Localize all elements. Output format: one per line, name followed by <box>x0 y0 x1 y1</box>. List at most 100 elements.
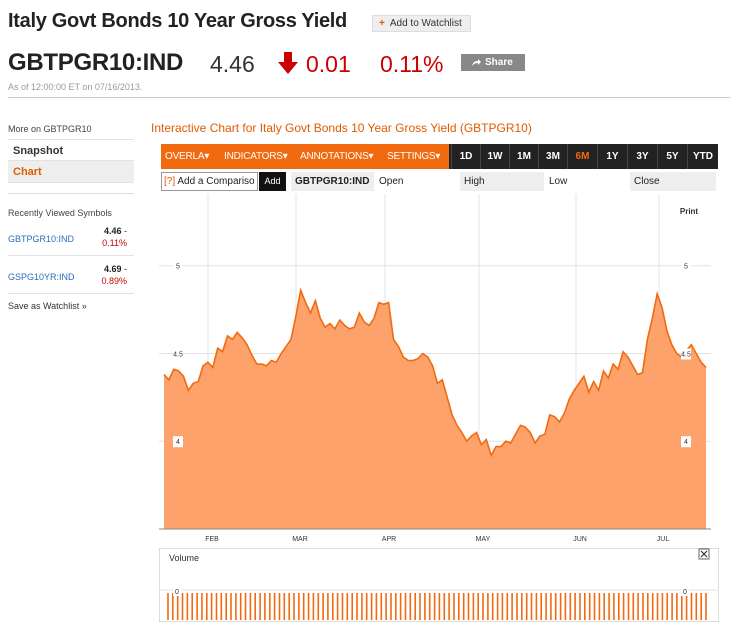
save-as-watchlist-label: Save as Watchlist <box>8 301 80 311</box>
menu-strip <box>161 144 449 169</box>
x-tick-label: MAR <box>292 536 308 543</box>
range-1w[interactable]: 1W <box>480 144 509 169</box>
x-tick-label: MAY <box>476 536 491 543</box>
x-tick-label: JUN <box>573 536 587 543</box>
recent-symbol-link[interactable]: GSPG10YR:IND <box>8 272 75 282</box>
settings-menu[interactable]: SETTINGS▾ <box>387 144 440 169</box>
header-divider <box>8 97 730 98</box>
volume-tick-box <box>173 586 181 596</box>
y-tick-label: 4.5 <box>681 351 691 358</box>
range-3y[interactable]: 3Y <box>627 144 657 169</box>
sidebar: More on GBTPGR10 Snapshot Chart Recently… <box>8 124 134 311</box>
recent-symbol-value: 4.46 - <box>104 226 127 236</box>
overlay-menu-label: OVERLA <box>165 151 205 162</box>
y-tick-box <box>681 348 691 360</box>
high-label: High <box>460 172 544 191</box>
help-icon[interactable]: [?] <box>164 176 176 187</box>
chart-toolbar: OVERLA▾ INDICATORS▾ ANNOTATIONS▾ SETTING… <box>161 144 718 169</box>
sidebar-item-snapshot[interactable]: Snapshot <box>8 139 134 161</box>
y-tick-label: 4.5 <box>173 351 183 358</box>
price-change-percent: 0.11% <box>380 51 444 77</box>
low-label: Low <box>549 176 568 187</box>
last-price: 4.46 <box>210 51 255 77</box>
settings-menu-label: SETTINGS <box>387 151 436 162</box>
compare-row: [?] Add a Compariso Add GBTPGR10:IND Ope… <box>161 172 718 191</box>
volume-chart-svg: Volume 0 0 <box>158 547 720 623</box>
price-chart[interactable]: 4 4 4.5 4.5 5 5 FEB MAR APR MAY JUN JUL Print <box>159 194 719 543</box>
share-button[interactable]: Share <box>461 54 525 71</box>
compare-placeholder: Add a Compariso <box>177 176 255 187</box>
share-icon <box>472 59 481 66</box>
x-tick-label: FEB <box>205 536 219 543</box>
down-arrow-icon <box>278 52 298 74</box>
chart-title: Interactive Chart for Italy Govt Bonds 1… <box>151 121 532 135</box>
save-as-watchlist-link[interactable]: Save as Watchlist » <box>8 301 134 311</box>
recent-symbol-change: 0.11% <box>102 238 127 248</box>
range-3m[interactable]: 3M <box>538 144 567 169</box>
price-area <box>164 290 706 529</box>
volume-label: Volume <box>169 553 199 563</box>
watchlist-label: Add to Watchlist <box>389 18 462 29</box>
y-tick-box <box>173 348 183 360</box>
range-5y[interactable]: 5Y <box>657 144 687 169</box>
range-1y[interactable]: 1Y <box>597 144 627 169</box>
indicators-menu[interactable]: INDICATORS▾ <box>224 144 288 169</box>
annotations-menu[interactable]: ANNOTATIONS▾ <box>300 144 374 169</box>
x-tick-label: APR <box>382 536 396 543</box>
recent-symbol-value: 4.69 - <box>104 264 127 274</box>
as-of-timestamp: As of 12:00:00 ET on 07/16/2013. <box>8 82 143 92</box>
caret-down-icon: ▾ <box>368 151 374 162</box>
volume-tick-label: 0 <box>175 589 179 596</box>
y-tick-box <box>173 260 183 272</box>
y-tick-box <box>173 436 183 448</box>
ticker-symbol: GBTPGR10:IND <box>8 49 184 76</box>
annotations-menu-label: ANNOTATIONS <box>300 151 369 162</box>
volume-tick-box <box>681 586 689 596</box>
page-title: Italy Govt Bonds 10 Year Gross Yield <box>8 10 347 32</box>
volume-chart: Volume 0 0 <box>158 547 720 623</box>
recent-symbol-row: GBTPGR10:IND 4.46 - 0.11% <box>8 218 134 256</box>
price-chart-svg: 4 4 4.5 4.5 5 5 FEB MAR APR MAY JUN JUL Print <box>159 194 719 543</box>
sidebar-item-chart[interactable]: Chart <box>8 161 134 183</box>
close-icon <box>700 550 708 558</box>
plus-icon: + <box>379 18 385 29</box>
recent-value-number: 4.46 <box>103 226 122 236</box>
y-tick-label: 5 <box>176 264 180 271</box>
print-button[interactable]: Print <box>680 207 699 216</box>
share-label: Share <box>485 57 513 68</box>
current-symbol: GBTPGR10:IND <box>291 172 374 191</box>
caret-down-icon: ▾ <box>435 151 441 162</box>
range-1m[interactable]: 1M <box>509 144 538 169</box>
range-1d[interactable]: 1D <box>451 144 480 169</box>
add-compare-button[interactable]: Add <box>259 172 286 191</box>
overlay-menu[interactable]: OVERLA▾ <box>165 144 209 169</box>
caret-down-icon: ▾ <box>204 151 210 162</box>
recent-symbol-change: 0.89% <box>101 276 127 286</box>
recent-symbols-heading: Recently Viewed Symbols <box>8 208 112 218</box>
double-chevron-right-icon: » <box>81 301 87 311</box>
recent-symbol-row: GSPG10YR:IND 4.69 - 0.89% <box>8 256 134 294</box>
indicators-menu-label: INDICATORS <box>224 151 283 162</box>
y-tick-label: 5 <box>684 264 688 271</box>
range-ytd[interactable]: YTD <box>687 144 718 169</box>
add-to-watchlist-button[interactable]: + Add to Watchlist <box>372 15 471 32</box>
recent-symbol-link[interactable]: GBTPGR10:IND <box>8 234 75 244</box>
compare-input[interactable]: [?] Add a Compariso <box>161 172 258 191</box>
y-tick-label: 4 <box>176 439 180 446</box>
volume-tick-label: 0 <box>683 589 687 596</box>
caret-down-icon: ▾ <box>282 151 288 162</box>
open-label: Open <box>379 176 404 187</box>
close-label: Close <box>630 172 716 191</box>
y-tick-box <box>681 260 691 272</box>
recent-value-number: 4.69 <box>103 264 122 274</box>
more-on-heading: More on GBTPGR10 <box>8 124 92 134</box>
recent-value-dash: - <box>121 264 127 274</box>
y-tick-label: 4 <box>684 439 688 446</box>
range-6m[interactable]: 6M <box>567 144 597 169</box>
sidebar-divider <box>8 193 134 194</box>
price-line <box>163 287 707 458</box>
recent-value-dash: - <box>121 226 127 236</box>
x-tick-label: JUL <box>657 536 670 543</box>
price-change: 0.01 <box>306 51 351 77</box>
y-tick-box <box>681 436 691 448</box>
